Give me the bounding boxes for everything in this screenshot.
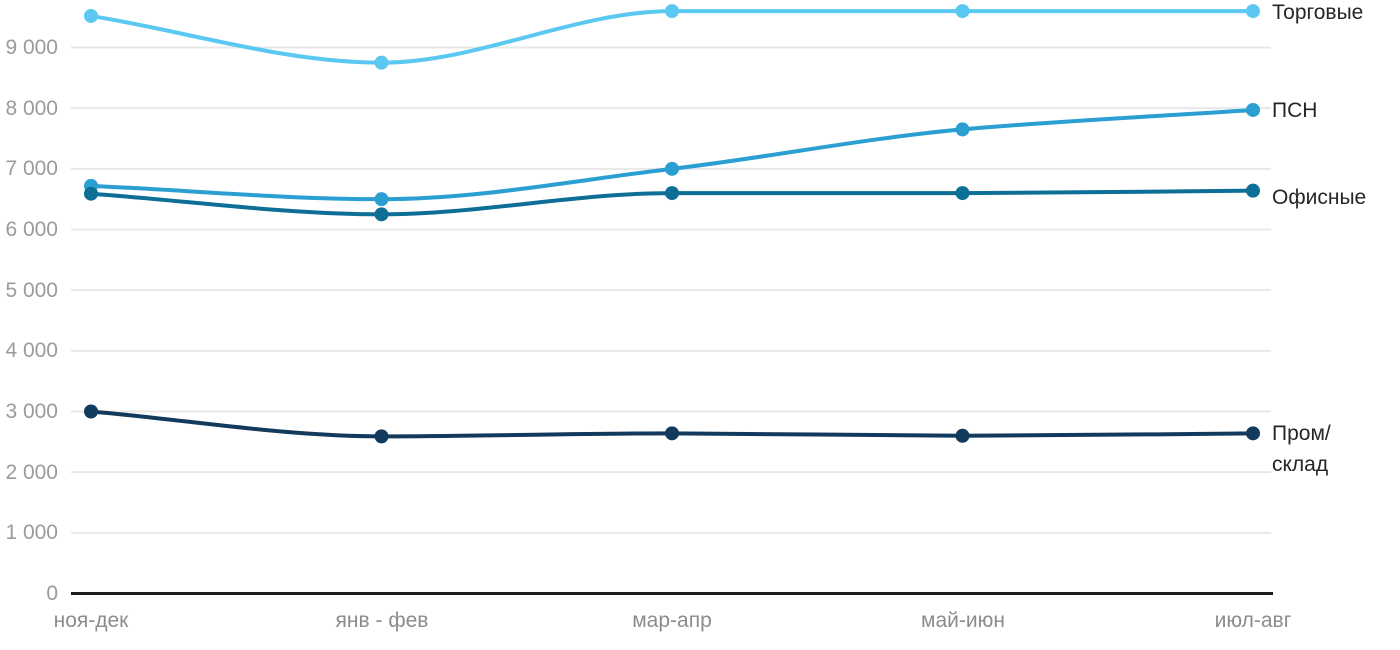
y-axis-tick-label: 9 000 bbox=[5, 36, 58, 59]
y-axis-tick-label: 0 bbox=[46, 582, 58, 605]
data-point-marker bbox=[1246, 183, 1260, 198]
data-point-marker bbox=[665, 161, 679, 176]
x-axis-category-label: ноя-дек bbox=[53, 609, 129, 632]
data-point-marker bbox=[955, 428, 970, 443]
series-label-psn: ПСН bbox=[1272, 99, 1318, 122]
data-series bbox=[84, 4, 1260, 444]
data-point-marker bbox=[1246, 4, 1260, 19]
data-point-marker bbox=[1246, 426, 1260, 441]
gridlines bbox=[71, 46, 1271, 534]
y-axis-tick-label: 4 000 bbox=[5, 339, 58, 362]
data-point-marker bbox=[665, 4, 679, 19]
y-axis-tick-label: 2 000 bbox=[5, 461, 58, 484]
series-Торговые bbox=[84, 4, 1260, 70]
y-axis-tick-label: 6 000 bbox=[5, 218, 58, 241]
series-Пром/склад bbox=[84, 404, 1260, 444]
data-point-marker bbox=[665, 426, 679, 441]
data-point-marker bbox=[955, 4, 970, 19]
data-point-marker bbox=[84, 186, 98, 201]
y-axis-tick-label: 7 000 bbox=[5, 157, 58, 180]
series-label-torgovye: Торговые bbox=[1272, 1, 1364, 24]
y-axis-tick-label: 8 000 bbox=[5, 97, 58, 120]
series-label-ofisnye: Офисные bbox=[1272, 186, 1367, 209]
x-axis-category-label: мар-апр bbox=[632, 609, 712, 632]
data-point-marker bbox=[1246, 102, 1260, 117]
data-point-marker bbox=[84, 8, 98, 23]
series-label-prom-sklad: Пром/ склад bbox=[1272, 422, 1331, 476]
data-point-marker bbox=[374, 192, 389, 207]
y-axis-tick-label: 3 000 bbox=[5, 400, 58, 423]
x-axis-category-label: июл-авг bbox=[1214, 609, 1292, 632]
data-point-marker bbox=[84, 404, 98, 419]
data-point-marker bbox=[374, 429, 389, 444]
x-axis-category-label: янв - фев bbox=[335, 609, 429, 632]
data-point-marker bbox=[665, 186, 679, 201]
data-point-marker bbox=[955, 186, 970, 201]
y-axis-tick-label: 5 000 bbox=[5, 279, 58, 302]
data-point-marker bbox=[955, 122, 970, 137]
series-Офисные bbox=[84, 183, 1260, 222]
data-point-marker bbox=[374, 55, 389, 70]
y-axis-tick-label: 1 000 bbox=[5, 521, 58, 544]
data-point-marker bbox=[374, 207, 389, 222]
x-axis-category-label: май-июн bbox=[921, 609, 1005, 632]
